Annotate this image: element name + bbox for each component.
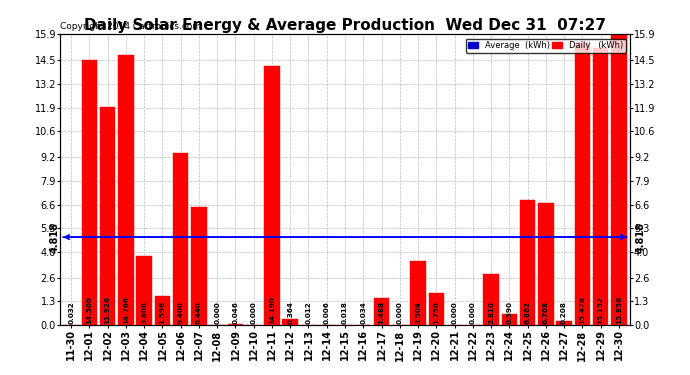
Bar (81, 60, 97, 325)
Text: 15.478: 15.478 (580, 296, 585, 324)
Text: 0.006: 0.006 (324, 301, 330, 324)
Text: 4.818: 4.818 (49, 222, 59, 253)
Text: Copyright 2014 Cartronics.com: Copyright 2014 Cartronics.com (60, 22, 201, 32)
Bar (611, 35, 627, 325)
Text: 0.000: 0.000 (214, 301, 220, 324)
Text: 6.440: 6.440 (196, 301, 202, 324)
Title: Daily Solar Energy & Average Production  Wed Dec 31  07:27: Daily Solar Energy & Average Production … (84, 18, 606, 33)
Text: 6.862: 6.862 (524, 301, 531, 324)
Text: 4.818: 4.818 (635, 222, 645, 253)
Bar (593, 48, 609, 325)
Text: 9.400: 9.400 (178, 301, 184, 324)
Text: 0.046: 0.046 (233, 301, 239, 324)
Bar (137, 256, 152, 325)
Legend: Average  (kWh), Daily   (kWh): Average (kWh), Daily (kWh) (466, 39, 626, 53)
Text: 15.152: 15.152 (598, 296, 604, 324)
Text: 0.364: 0.364 (287, 301, 293, 324)
Text: 0.018: 0.018 (342, 301, 348, 324)
Text: 0.590: 0.590 (506, 301, 512, 324)
Text: 0.034: 0.034 (360, 301, 366, 324)
Text: 6.708: 6.708 (543, 301, 549, 324)
Bar (374, 298, 389, 325)
Text: 0.000: 0.000 (397, 301, 403, 324)
Text: 15.856: 15.856 (616, 296, 622, 324)
Bar (502, 315, 517, 325)
Text: 14.500: 14.500 (86, 296, 92, 324)
Bar (282, 319, 298, 325)
Text: 11.926: 11.926 (105, 296, 110, 324)
Bar (100, 107, 115, 325)
Bar (191, 207, 207, 325)
Text: 3.504: 3.504 (415, 301, 421, 324)
Text: 14.190: 14.190 (269, 296, 275, 324)
Bar (520, 200, 535, 325)
Text: 14.766: 14.766 (123, 296, 129, 324)
Text: 1.758: 1.758 (433, 301, 440, 324)
Bar (428, 293, 444, 325)
Bar (118, 55, 134, 325)
Bar (228, 324, 243, 325)
Text: 2.810: 2.810 (488, 301, 494, 324)
Bar (173, 153, 188, 325)
Text: 0.012: 0.012 (306, 301, 311, 324)
Bar (483, 274, 499, 325)
Text: 0.208: 0.208 (561, 301, 567, 324)
Bar (538, 202, 553, 325)
Bar (155, 296, 170, 325)
Text: 0.000: 0.000 (470, 301, 476, 324)
Bar (556, 321, 572, 325)
Text: 1.596: 1.596 (159, 301, 166, 324)
Text: 0.000: 0.000 (451, 301, 457, 324)
Text: 1.488: 1.488 (379, 301, 384, 324)
Text: 0.032: 0.032 (68, 301, 74, 324)
Text: 3.808: 3.808 (141, 301, 147, 324)
Bar (575, 42, 590, 325)
Text: 0.000: 0.000 (250, 301, 257, 324)
Bar (411, 261, 426, 325)
Bar (264, 66, 279, 325)
